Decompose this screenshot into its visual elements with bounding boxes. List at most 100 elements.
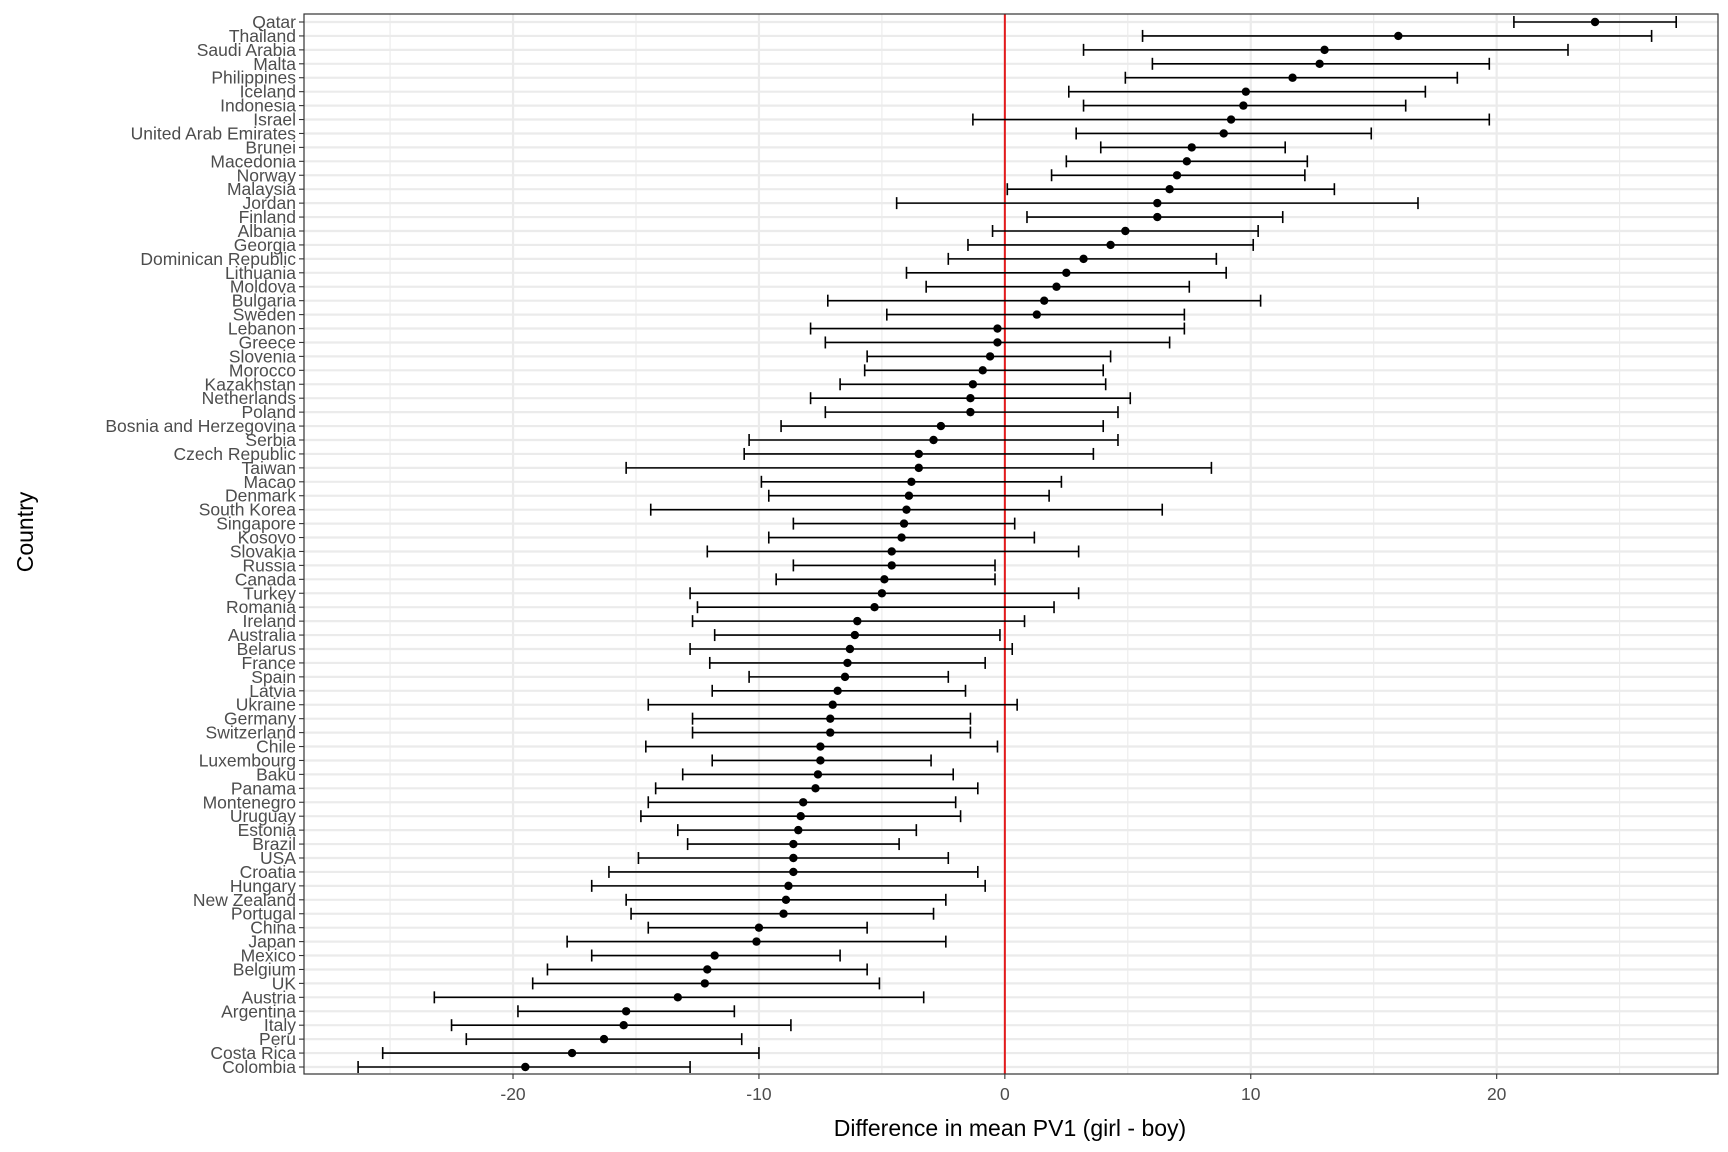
y-tick-label: Costa Rica [210, 1043, 296, 1063]
estimate-point [1187, 143, 1196, 152]
y-tick-label: Panama [231, 778, 296, 798]
y-tick-label: Macedonia [210, 151, 296, 171]
y-tick-label: Sweden [233, 305, 296, 325]
y-tick-label: Singapore [216, 514, 296, 534]
estimate-point [816, 742, 825, 751]
estimate-point [1172, 171, 1182, 180]
panel-border [303, 13, 1719, 1075]
estimate-point [880, 575, 889, 584]
y-tick-label: Russia [243, 555, 297, 575]
estimate-point [914, 463, 923, 473]
y-tick-label: Colombia [222, 1057, 296, 1077]
y-tick-label: Chile [256, 737, 296, 757]
y-tick-label: Slovakia [230, 541, 296, 561]
estimate-point [1219, 129, 1228, 138]
y-tick-label: Italy [264, 1015, 296, 1035]
y-tick-label: Malaysia [227, 179, 296, 199]
y-tick-label: Netherlands [202, 388, 297, 408]
estimate-point [1241, 87, 1251, 96]
y-tick-label: Montenegro [203, 792, 296, 812]
estimate-point [840, 672, 850, 682]
estimate-point [936, 421, 946, 431]
y-tick-label: United Arab Emirates [131, 123, 297, 143]
estimate-point [993, 338, 1002, 347]
estimate-point [833, 686, 842, 695]
x-tick-label: 20 [1487, 1084, 1507, 1104]
estimate-point [1394, 31, 1403, 41]
estimate-point [521, 1062, 530, 1072]
y-tick-label: UK [272, 973, 297, 993]
y-tick-label: Greece [239, 332, 296, 352]
y-tick-label: Serbia [245, 430, 296, 450]
estimate-point [816, 756, 825, 765]
estimate-point [811, 784, 820, 793]
y-tick-label: Morocco [229, 360, 296, 380]
y-tick-label: Brazil [252, 834, 296, 854]
estimate-point [754, 923, 764, 932]
estimate-point [621, 1007, 631, 1016]
y-tick-label: Qatar [252, 12, 296, 32]
y-tick-label: Lebanon [228, 319, 296, 339]
estimate-point [1165, 185, 1174, 194]
estimate-point [1320, 45, 1329, 55]
estimate-point [789, 867, 798, 877]
estimate-point [902, 505, 911, 514]
estimate-point [1288, 73, 1297, 82]
x-axis-title: Difference in mean PV1 (girl - boy) [834, 1115, 1186, 1141]
estimate-point [813, 770, 823, 779]
y-tick-label: Peru [259, 1029, 296, 1049]
y-tick-label: Georgia [234, 235, 297, 255]
y-tick-label: Belarus [237, 639, 297, 659]
grid-layer [304, 14, 1718, 1074]
y-tick-label: Israel [253, 110, 296, 130]
y-tick-label: Poland [242, 402, 297, 422]
estimate-point [887, 547, 896, 556]
estimate-point [1121, 226, 1130, 236]
y-tick-label: Indonesia [220, 96, 296, 116]
estimate-point [703, 965, 712, 974]
panel-background [304, 14, 1718, 1074]
y-tick-label: Uruguay [230, 806, 296, 826]
y-tick-label: USA [260, 848, 296, 868]
y-tick-label: Estonia [238, 820, 297, 840]
estimate-point [968, 380, 978, 389]
y-tick-label: Albania [238, 221, 297, 241]
estimate-point [752, 937, 761, 946]
estimate-point [796, 812, 805, 821]
estimate-point [877, 589, 887, 598]
estimate-point [826, 714, 835, 723]
estimate-point [1039, 296, 1049, 305]
estimate-point [784, 881, 793, 891]
y-tick-label: Japan [248, 932, 296, 952]
estimate-point [1106, 240, 1115, 250]
estimate-point [914, 449, 923, 459]
estimate-point [700, 979, 710, 988]
y-tick-label: China [250, 918, 296, 938]
estimate-point [985, 352, 995, 361]
y-tick-label: South Korea [199, 500, 297, 520]
estimate-point [897, 533, 906, 542]
x-tick-label: 0 [1000, 1084, 1010, 1104]
estimate-point [870, 603, 879, 612]
y-tick-label: Romania [226, 597, 296, 617]
y-tick-label: Norway [237, 165, 297, 185]
estimate-point [1032, 310, 1042, 319]
estimate-point [789, 839, 798, 849]
y-tick-label: Canada [235, 569, 297, 589]
estimate-point [845, 644, 855, 654]
y-tick-label: Croatia [240, 862, 297, 882]
y-tick-label: Denmark [225, 486, 296, 506]
y-tick-label: Finland [239, 207, 296, 227]
estimate-point [1052, 282, 1061, 291]
y-tick-label: Bosnia and Herzegovina [105, 416, 296, 436]
y-tick-label: Ukraine [236, 695, 296, 715]
y-tick-label: Philippines [211, 68, 296, 88]
point-layer [521, 17, 1600, 1072]
estimate-point [1153, 198, 1162, 208]
estimate-point [1239, 101, 1248, 110]
y-tick-label: Austria [242, 987, 297, 1007]
y-tick-label: Baku [256, 764, 296, 784]
estimate-point [828, 700, 837, 709]
x-tick-label: -10 [746, 1084, 772, 1104]
